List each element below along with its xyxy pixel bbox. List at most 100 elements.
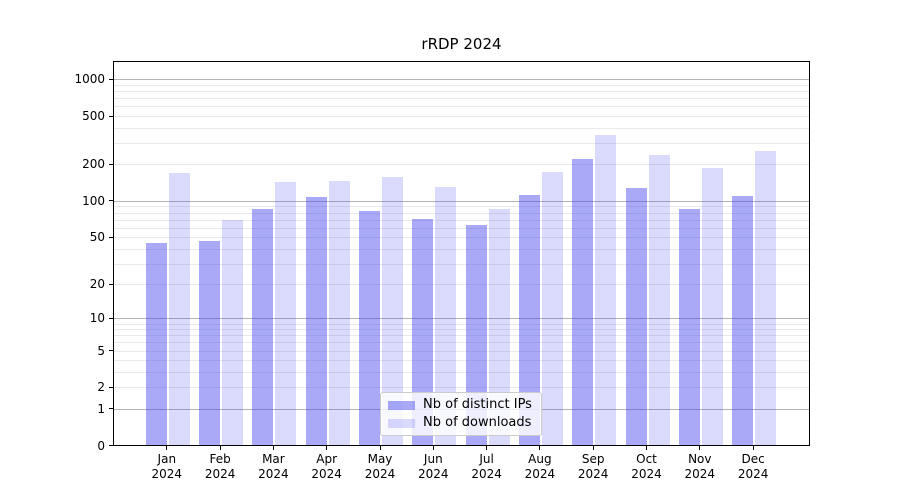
legend-item-distinct-ips: Nb of distinct IPs (388, 397, 535, 413)
y-tick-label: 1 (97, 401, 105, 416)
bar-downloads (275, 182, 297, 445)
y-tick (109, 115, 114, 117)
gridline-minor (114, 164, 809, 166)
chart-title: rRDP 2024 (421, 35, 502, 53)
bar-downloads (541, 171, 563, 445)
gridline-minor (114, 127, 809, 129)
x-tick (699, 446, 701, 450)
legend-swatch-downloads (388, 418, 415, 428)
y-tick-label: 10 (89, 311, 105, 326)
y-tick (109, 445, 114, 446)
gridline-minor (114, 84, 809, 86)
gridline-minor (114, 387, 809, 389)
gridline-minor (114, 372, 809, 373)
bar-downloads (435, 187, 457, 445)
gridline-minor (114, 248, 809, 250)
bar-downloads (755, 151, 777, 445)
bar-downloads (595, 134, 617, 445)
y-tick-label: 50 (89, 230, 105, 245)
bar-downloads (168, 172, 190, 445)
y-tick-label: 0 (97, 438, 105, 453)
gridline-minor (114, 237, 809, 239)
bar-distinct-ips (465, 225, 487, 445)
x-tick (326, 446, 328, 450)
legend-item-downloads: Nb of downloads (388, 415, 535, 431)
y-tick (109, 236, 114, 238)
gridline-major (114, 79, 809, 81)
gridline-minor (114, 91, 809, 93)
y-tick (109, 386, 114, 388)
bar-downloads (328, 180, 350, 445)
x-tick-label: Feb 2024 (204, 452, 236, 481)
bar-distinct-ips (145, 243, 167, 445)
gridline-minor (114, 329, 809, 330)
plot-area (113, 61, 810, 446)
gridline-minor (114, 143, 809, 144)
y-tick-label: 1000 (74, 72, 105, 87)
bar-distinct-ips (199, 240, 221, 445)
x-tick (592, 446, 594, 450)
y-tick (109, 163, 114, 165)
legend-label-distinct-ips: Nb of distinct IPs (423, 397, 532, 412)
bar-distinct-ips (412, 219, 434, 445)
bar-distinct-ips (625, 187, 647, 445)
bar-distinct-ips (305, 196, 327, 445)
gridline-minor (114, 212, 809, 214)
gridline-minor (114, 284, 809, 286)
gridline-major (114, 200, 809, 202)
legend: Nb of distinct IPs Nb of downloads (380, 392, 542, 436)
gridline-minor (114, 106, 809, 108)
bar-distinct-ips (359, 211, 380, 445)
bar-downloads (488, 208, 510, 445)
bar-downloads (648, 155, 670, 445)
gridline-minor (114, 206, 809, 208)
y-tick-label: 100 (82, 193, 105, 208)
y-tick (109, 350, 114, 351)
y-tick (109, 200, 114, 202)
bar-downloads (222, 219, 244, 445)
x-tick-label: Jul 2024 (471, 452, 502, 481)
y-tick (109, 408, 114, 410)
x-tick-label: Jun 2024 (418, 452, 449, 481)
gridline-minor (114, 116, 809, 117)
y-tick-label: 500 (82, 109, 105, 123)
bar-distinct-ips (518, 194, 540, 445)
x-tick-label: Sep 2024 (577, 452, 609, 481)
bar-distinct-ips (732, 195, 754, 445)
bar-distinct-ips (252, 208, 274, 445)
y-tick-label: 2 (97, 380, 105, 395)
x-tick (486, 446, 488, 450)
x-tick (166, 446, 168, 450)
legend-label-downloads: Nb of downloads (423, 415, 532, 430)
x-tick-label: Jan 2024 (151, 452, 183, 481)
gridline-minor (114, 263, 809, 265)
gridline-minor (114, 323, 809, 325)
x-tick (272, 446, 274, 450)
bar-distinct-ips (572, 158, 594, 445)
y-tick (109, 317, 114, 319)
gridline-minor (114, 227, 809, 229)
x-tick (646, 446, 647, 450)
y-tick-label: 20 (89, 277, 105, 292)
x-tick-label: May 2024 (364, 452, 396, 481)
y-tick (109, 78, 114, 80)
bar-downloads (382, 177, 403, 445)
gridline-minor (114, 342, 809, 344)
gridline-minor (114, 98, 809, 100)
x-tick (379, 446, 381, 450)
y-tick (109, 283, 114, 285)
bar-distinct-ips (678, 208, 700, 445)
x-tick-label: Mar 2024 (258, 452, 289, 481)
x-tick-label: Dec 2024 (737, 452, 769, 481)
gridline-major (114, 318, 809, 320)
bar-downloads (701, 168, 723, 445)
x-tick (539, 446, 541, 450)
gridline-minor (114, 360, 809, 362)
x-tick-label: Oct 2024 (631, 452, 662, 481)
y-tick-label: 5 (97, 343, 105, 358)
x-tick (432, 446, 434, 450)
gridline-minor (114, 335, 809, 337)
gridline-minor (114, 219, 809, 221)
gridline-minor (114, 350, 809, 352)
